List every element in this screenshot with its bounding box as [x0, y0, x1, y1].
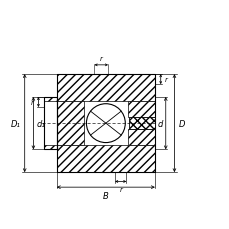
Text: D₁: D₁ [11, 119, 20, 128]
Text: d₁: d₁ [36, 119, 45, 128]
Text: r: r [119, 186, 122, 192]
Text: d: d [157, 119, 162, 128]
Polygon shape [127, 130, 154, 145]
Polygon shape [127, 102, 154, 117]
Bar [57, 75, 154, 172]
Polygon shape [57, 102, 84, 145]
Bar [128, 117, 154, 130]
Bar [44, 97, 57, 150]
Text: D: D [178, 119, 184, 128]
Text: r: r [164, 77, 167, 83]
Text: B: B [103, 191, 108, 200]
Text: r: r [99, 56, 102, 62]
Polygon shape [57, 145, 154, 172]
Polygon shape [44, 97, 57, 102]
Text: r: r [31, 100, 34, 106]
Polygon shape [57, 75, 154, 102]
Polygon shape [44, 145, 57, 150]
